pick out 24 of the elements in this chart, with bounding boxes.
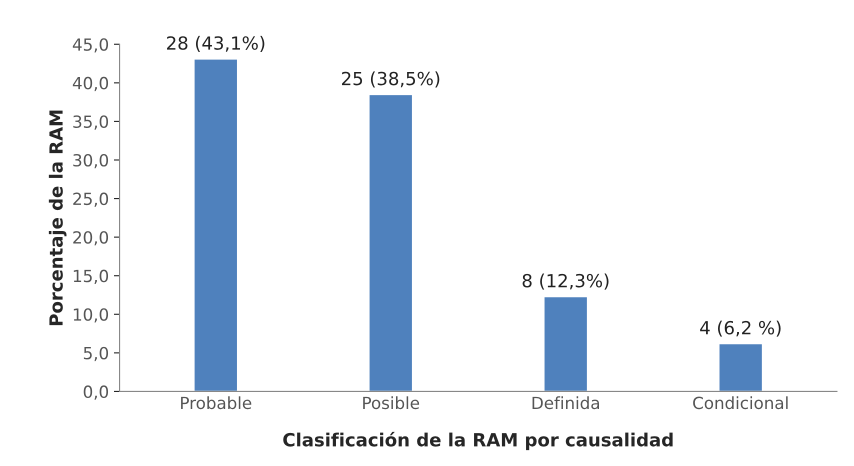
y-tick-label: 15,0 [74,270,108,284]
x-tick-label: Posible [363,396,420,410]
data-label: 25 (38,5%) [342,71,440,88]
y-tick-label: 10,0 [74,308,108,323]
y-tick-label: 30,0 [73,154,108,168]
y-tick-label: 25,0 [73,192,108,207]
y-tick-label: 0,0 [84,385,108,400]
x-axis-title: Clasificación de la RAM por causalidad [283,432,673,450]
data-label: 28 (43,1%) [167,36,264,52]
x-tick-label: Definida [532,396,599,410]
bar [543,296,588,392]
y-axis-title: Porcentaje de la RAM [48,110,66,326]
y-tick-label: 5,0 [84,346,108,362]
bar [368,94,414,392]
bar [718,342,764,392]
x-tick-label: Condicional [693,396,788,410]
data-label: 8 (12,3%) [522,274,609,290]
bar [193,58,238,392]
y-tick-label: 20,0 [73,231,108,246]
x-tick-label: Probable [181,396,252,410]
y-tick-label: 45,0 [72,38,108,53]
y-tick-label: 40,0 [72,76,108,92]
data-label: 4 (6,2 %) [700,320,781,337]
y-tick-label: 35,0 [73,115,108,130]
